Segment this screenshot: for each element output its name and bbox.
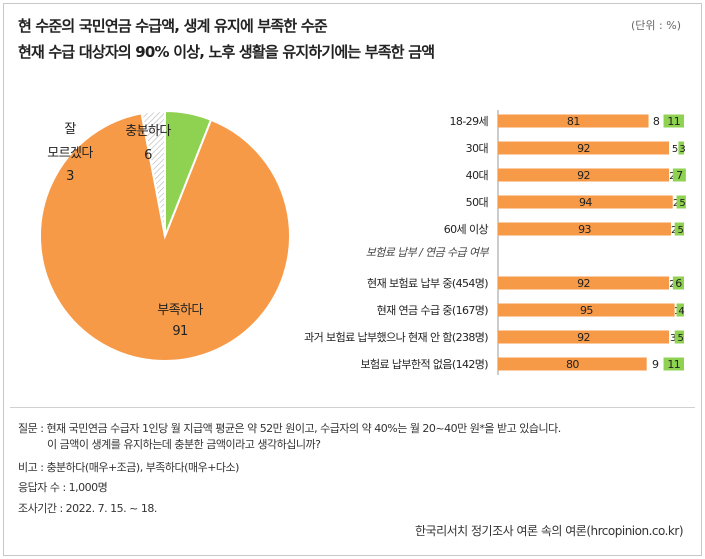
chart-title-line1: 현 수준의 국민연금 수급액, 생계 유지에 부족한 수준 (18, 17, 328, 35)
bar-segment-8-2 (663, 357, 684, 371)
bar-value-1-0: 92 (577, 142, 590, 155)
bar-value-2-1: 2 (669, 171, 675, 182)
bar-value-3-1: 2 (673, 198, 679, 209)
footer-divider (10, 407, 695, 408)
bar-segment-3-0 (498, 195, 673, 209)
pie-value-insufficient: 91 (172, 324, 188, 339)
bar-value-8-1: 9 (652, 358, 659, 371)
bar-segment-8-0 (498, 357, 647, 371)
period-line: 조사기간 : 2022. 7. 15. ~ 18. (18, 502, 157, 515)
bar-segment-0-1 (648, 114, 664, 128)
bar-segment-7-1 (669, 330, 675, 344)
bar-value-7-2: 5 (677, 333, 683, 344)
bar-value-4-2: 5 (677, 225, 683, 236)
bar-segment-2-0 (498, 168, 670, 182)
bar-segment-0-2 (663, 114, 684, 128)
bar-segment-1-1 (669, 141, 679, 155)
bar-segment-8-1 (646, 357, 664, 371)
pie-label-sufficient: 충분하다 (125, 124, 171, 139)
pie-label-dontknow-line1: 잘 (64, 122, 76, 137)
respondents-line: 응답자 수 : 1,000명 (18, 481, 108, 494)
bar-value-1-2: 3 (679, 144, 685, 155)
bar-segment-3-1 (672, 195, 677, 209)
bar-value-0-0: 81 (567, 115, 580, 128)
bar-row-label-8: 보험료 납부한적 없음(142명) (360, 358, 488, 371)
bar-segment-0-0 (498, 114, 649, 128)
bar-segment-6-1 (674, 303, 677, 317)
bar-row-label-7: 과거 보험료 납부했으나 현재 안 함(238명) (304, 331, 488, 344)
note-line: 비고 : 충분하다(매우+조금), 부족하다(매우+다소) (18, 461, 239, 474)
chart-frame (3, 3, 702, 556)
bar-value-3-0: 94 (579, 196, 592, 209)
bar-value-2-2: 7 (676, 169, 683, 182)
bar-group-label: 보험료 납부 / 연금 수급 여부 (366, 246, 490, 259)
pie-value-sufficient: 6 (144, 148, 152, 163)
bar-value-7-0: 92 (577, 331, 590, 344)
bar-row-label-4: 60세 이상 (444, 223, 489, 236)
bar-value-5-0: 92 (577, 277, 590, 290)
bar-segment-4-0 (498, 222, 671, 236)
bar-value-5-1: 2 (669, 279, 675, 290)
bar-row-label-6: 현재 연금 수급 중(167명) (377, 304, 489, 317)
bar-value-7-1: 3 (670, 333, 676, 344)
bar-segment-1-0 (498, 141, 670, 155)
bar-segment-5-0 (498, 276, 670, 290)
bar-value-8-2: 11 (667, 358, 680, 371)
bar-value-4-0: 93 (578, 223, 591, 236)
pie-slice-0 (39, 112, 291, 362)
question-line-1: 질문 : 현재 국민연금 수급자 1인당 월 지급액 평균은 약 52만 원이고… (18, 422, 561, 435)
bar-segment-5-1 (669, 276, 673, 290)
unit-label: (단위 : %) (631, 19, 681, 32)
bar-row-label-0: 18-29세 (450, 115, 488, 128)
pie-label-insufficient: 부족하다 (157, 303, 203, 318)
bar-segment-3-2 (676, 195, 686, 209)
bar-row-label-3: 50대 (466, 196, 488, 209)
bar-value-2-0: 92 (577, 169, 590, 182)
question-line-2: 이 금액이 생계를 유지하는데 충분한 금액이라고 생각하십니까? (47, 438, 321, 451)
bar-segment-2-2 (672, 168, 686, 182)
bar-segment-5-2 (672, 276, 684, 290)
pie-value-dontknow: 3 (66, 169, 74, 184)
pie-label-dontknow-line2: 모르겠다 (47, 146, 93, 161)
bar-row-label-2: 40대 (466, 169, 488, 182)
bar-segment-4-1 (670, 222, 675, 236)
pie-slice-2 (164, 109, 213, 237)
bar-value-0-2: 11 (667, 115, 680, 128)
bar-value-6-2: 4 (678, 306, 684, 317)
chart-title-line2: 현재 수급 대상자의 90% 이상, 노후 생활을 유지하기에는 부족한 금액 (18, 43, 435, 61)
bar-row-label-1: 30대 (466, 142, 488, 155)
bar-segment-7-2 (674, 330, 684, 344)
bar-row-label-5: 현재 보험료 납부 중(454명) (367, 277, 488, 290)
bar-value-8-0: 80 (566, 358, 579, 371)
bar-segment-6-0 (498, 303, 675, 317)
bar-segment-7-0 (498, 330, 670, 344)
bar-segment-1-2 (678, 141, 684, 155)
bar-value-1-1: 5 (672, 144, 678, 155)
source-label: 한국리서치 정기조사 여론 속의 여론(hrcopinion.co.kr) (414, 524, 684, 538)
bar-value-5-2: 6 (675, 277, 682, 290)
bar-segment-6-2 (676, 303, 684, 317)
bar-value-0-1: 8 (653, 115, 660, 128)
bar-value-3-2: 5 (679, 198, 685, 209)
bar-segment-4-2 (674, 222, 684, 236)
bar-value-4-1: 2 (671, 225, 677, 236)
bar-segment-2-1 (669, 168, 673, 182)
bar-value-6-0: 95 (580, 304, 593, 317)
